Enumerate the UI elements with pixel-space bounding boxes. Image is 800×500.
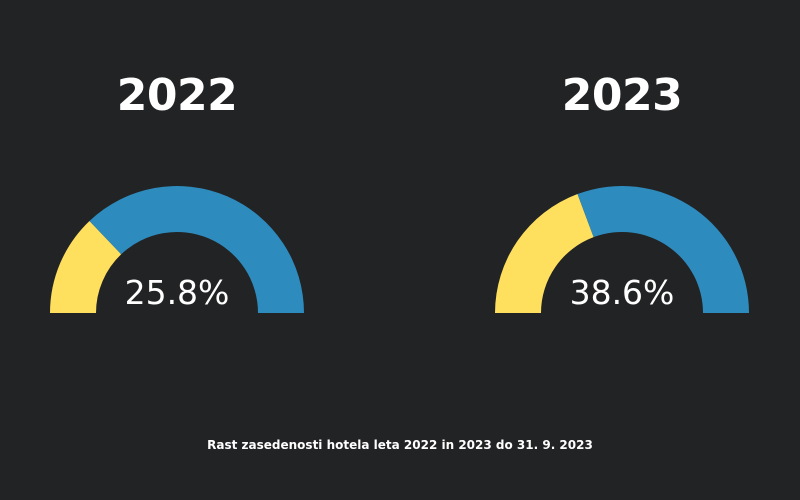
gauge-2022-remaining-arc [89, 186, 304, 313]
gauge-2022-arcs [50, 186, 304, 313]
gauge-2023-remaining-arc [577, 186, 749, 313]
chart-caption: Rast zasedenosti hotela leta 2022 in 202… [207, 438, 593, 452]
gauge-2023-title: 2023 [561, 70, 683, 121]
gauge-2022-title: 2022 [116, 70, 238, 121]
gauge-2023-value-arc [495, 194, 594, 313]
gauge-2022-value-arc [50, 220, 122, 313]
gauge-2023-value-label: 38.6% [569, 273, 675, 312]
gauge-2022-value-label: 25.8% [124, 273, 230, 312]
gauge-2023-arcs [495, 186, 749, 313]
